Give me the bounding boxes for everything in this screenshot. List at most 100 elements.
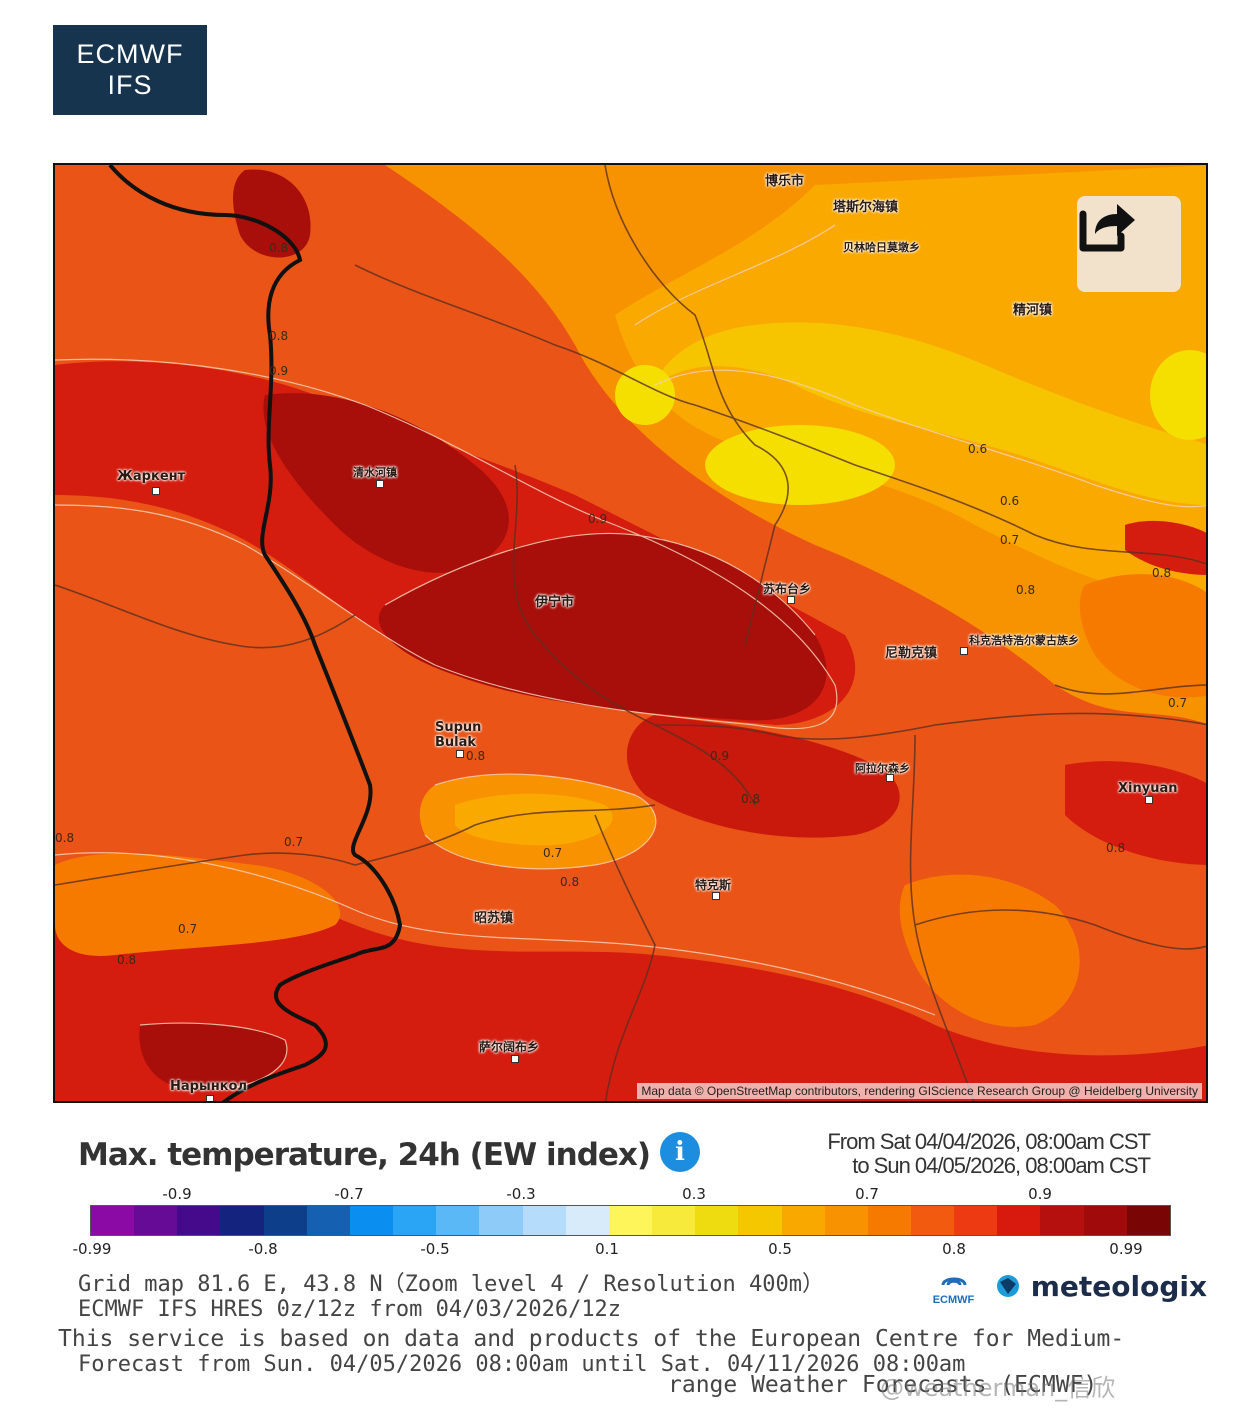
meteologix-logo: meteologix — [995, 1270, 1207, 1303]
ecmwf-logo-icon — [941, 1277, 966, 1286]
isoline-label: 0.8 — [466, 749, 486, 763]
city-marker — [456, 750, 464, 758]
isoline-label: 0.7 — [284, 835, 304, 849]
city-marker — [712, 892, 720, 900]
city-marker — [376, 480, 384, 488]
legend-top-label: 0.9 — [1028, 1185, 1052, 1203]
legend-color-swatch — [436, 1206, 480, 1235]
isoline-label: 0.9 — [710, 749, 730, 763]
legend-color-swatch — [1126, 1206, 1170, 1235]
legend-color-swatch — [695, 1206, 739, 1235]
info-button[interactable]: i — [660, 1132, 700, 1172]
legend-bottom-label: -0.8 — [248, 1240, 278, 1258]
legend-top-label: -0.7 — [334, 1185, 364, 1203]
isoline-label: 0.8 — [269, 241, 289, 255]
isoline-label: 0.8 — [1152, 566, 1172, 580]
legend-color-swatch — [479, 1206, 523, 1235]
place-label: 清水河镇 — [353, 466, 397, 479]
legend-top-label: -0.3 — [506, 1185, 536, 1203]
legend-color-swatch — [565, 1206, 609, 1235]
date-range: From Sat 04/04/2026, 08:00am CST to Sun … — [827, 1129, 1151, 1178]
isoline-label: 0.8 — [1016, 583, 1036, 597]
share-icon — [1079, 204, 1135, 252]
isoline-label: 0.7 — [543, 846, 563, 860]
isoline-label: 0.7 — [1000, 533, 1020, 547]
legend-color-swatch — [134, 1206, 178, 1235]
forecast-map[interactable]: 博乐市 塔斯尔海镇 贝林哈日莫墩乡 精河镇 Жаркент 清水河镇 伊宁市 苏… — [53, 163, 1208, 1103]
ecmwf-ifs-logo: ECMWF IFS — [53, 25, 207, 115]
legend-color-swatch — [997, 1206, 1041, 1235]
legend-top-label: 0.3 — [682, 1185, 706, 1203]
isoline-label: 0.8 — [560, 875, 580, 889]
legend-bottom-label: -0.99 — [72, 1240, 112, 1258]
isoline-label: 0.8 — [741, 792, 761, 806]
city-marker — [787, 596, 795, 604]
place-label: 塔斯尔海镇 — [833, 200, 899, 215]
place-label: 伊宁市 — [535, 595, 575, 610]
place-label: 尼勒克镇 — [885, 646, 938, 661]
city-marker — [152, 487, 160, 495]
legend-color-swatch — [177, 1206, 221, 1235]
city-marker — [206, 1095, 214, 1101]
legend-bottom-label: 0.8 — [942, 1240, 966, 1258]
legend-bottom-label: 0.99 — [1109, 1240, 1143, 1258]
city-marker — [1145, 796, 1153, 804]
place-label: 贝林哈日莫墩乡 — [843, 241, 920, 254]
legend-top-label: -0.9 — [162, 1185, 192, 1203]
place-label: 科克浩特浩尔蒙古族乡 — [969, 634, 1079, 647]
legend-color-swatch — [220, 1206, 264, 1235]
legend-color-swatch — [1083, 1206, 1127, 1235]
legend-color-swatch — [738, 1206, 782, 1235]
service-notice-line2: range Weather Forecasts (ECMWF) — [668, 1372, 1098, 1398]
legend-color-swatch — [867, 1206, 911, 1235]
legend-color-swatch — [91, 1206, 135, 1235]
place-label: Жаркент — [117, 469, 186, 484]
date-from: From Sat 04/04/2026, 08:00am CST — [827, 1129, 1151, 1154]
legend-color-swatch — [349, 1206, 394, 1235]
city-marker — [511, 1055, 519, 1063]
chart-title: Max. temperature, 24h (EW index) — [78, 1137, 651, 1173]
share-button[interactable] — [1077, 196, 1181, 292]
place-label: 博乐市 — [765, 174, 805, 189]
place-label: 特克斯 — [695, 878, 732, 892]
legend-color-swatch — [824, 1206, 868, 1235]
watermark: @weatherman_信欣 — [880, 1374, 1116, 1402]
isoline-label: 0.8 — [117, 953, 137, 967]
legend-color-swatch — [306, 1206, 350, 1235]
legend-color-swatch — [1040, 1206, 1084, 1235]
isoline-label: 0.6 — [968, 442, 988, 456]
logo-line1: ECMWF — [76, 39, 184, 69]
isoline-label: 0.6 — [1000, 494, 1020, 508]
logo-line2: IFS — [107, 70, 153, 100]
info-icon: i — [675, 1137, 685, 1167]
map-attribution: Map data © OpenStreetMap contributors, r… — [637, 1083, 1202, 1099]
legend-color-swatch — [781, 1206, 825, 1235]
place-label: Нарынкол — [170, 1079, 247, 1094]
place-label: 阿拉尔森乡 — [855, 762, 910, 775]
place-label: 昭苏镇 — [474, 911, 514, 926]
legend-color-swatch — [608, 1206, 653, 1235]
date-to: to Sun 04/05/2026, 08:00am CST — [852, 1153, 1151, 1178]
meteologix-text: meteologix — [1030, 1270, 1208, 1303]
place-label: 苏布台乡 — [763, 582, 812, 596]
legend-colorbar — [90, 1205, 1171, 1236]
isoline-label: 0.7 — [1168, 696, 1188, 710]
ecmwf-small-text: ECMWF — [932, 1294, 975, 1306]
isoline-label: 0.8 — [55, 831, 75, 845]
legend-bottom-label: -0.5 — [420, 1240, 450, 1258]
service-notice-line1: This service is based on data and produc… — [58, 1326, 1125, 1352]
legend-color-swatch — [263, 1206, 307, 1235]
legend-color-swatch — [910, 1206, 955, 1235]
city-marker — [886, 774, 894, 782]
map-fill-layers — [55, 165, 1206, 1101]
meteologix-globe-icon — [997, 1275, 1019, 1297]
isoline-label: 0.9 — [269, 364, 289, 378]
isoline-label: 0.8 — [269, 329, 289, 343]
legend-color-swatch — [954, 1206, 998, 1235]
grid-info: Grid map 81.6 E, 43.8 N（Zoom level 4 / R… — [78, 1272, 824, 1297]
legend-top-label: 0.7 — [855, 1185, 879, 1203]
ecmwf-small-logo: ECMWF — [926, 1273, 981, 1309]
place-label: 精河镇 — [1013, 303, 1053, 318]
legend-bottom-label: 0.1 — [595, 1240, 619, 1258]
forecast-period: Forecast from Sun. 04/05/2026 08:00am un… — [78, 1352, 966, 1377]
